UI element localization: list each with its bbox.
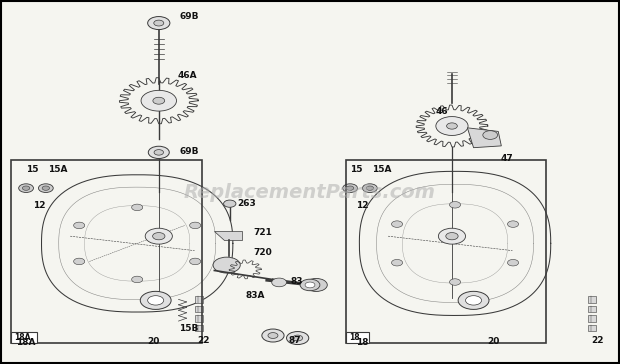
Circle shape [286,332,309,345]
Circle shape [148,296,164,305]
Circle shape [300,279,320,291]
Bar [588,315,596,322]
Text: 15A: 15A [48,165,67,174]
Circle shape [305,282,315,288]
Text: 83: 83 [290,277,303,286]
Circle shape [391,260,402,266]
Bar [195,306,203,312]
Circle shape [140,291,171,309]
Bar [588,325,596,331]
Text: 18: 18 [349,333,360,342]
Bar [346,160,546,343]
Bar [588,306,596,312]
Circle shape [42,186,50,190]
Bar [588,296,596,302]
Bar [195,315,203,322]
Circle shape [148,16,170,29]
Bar [11,160,202,343]
Circle shape [131,276,143,283]
Circle shape [305,278,327,292]
Circle shape [446,123,458,129]
Polygon shape [215,231,242,240]
Bar [195,296,203,302]
Circle shape [141,90,177,111]
Circle shape [391,221,402,228]
Circle shape [154,150,164,155]
Circle shape [262,329,284,342]
Text: 12: 12 [33,201,46,210]
Circle shape [466,296,482,305]
Text: 22: 22 [591,336,603,345]
Text: 720: 720 [253,248,272,257]
Circle shape [272,278,286,287]
Circle shape [268,333,278,339]
Circle shape [74,222,85,229]
Circle shape [38,184,53,193]
Circle shape [74,258,85,265]
Circle shape [22,186,30,190]
Circle shape [508,260,518,266]
Circle shape [450,202,461,208]
Circle shape [508,221,518,228]
Circle shape [213,257,241,273]
Circle shape [148,146,169,158]
Text: 15B: 15B [179,324,198,333]
Circle shape [19,184,33,193]
Bar [11,332,37,343]
Text: 18: 18 [356,338,369,347]
Text: 20: 20 [487,337,500,346]
Circle shape [190,222,201,229]
Circle shape [347,186,354,190]
Circle shape [153,97,165,104]
Text: 18A: 18A [14,333,30,342]
Bar [346,332,370,343]
Text: 721: 721 [253,228,272,237]
Circle shape [446,233,458,240]
Circle shape [458,291,489,309]
Text: 12: 12 [356,201,369,210]
Circle shape [145,228,172,244]
Text: 15: 15 [350,165,363,174]
Text: 15: 15 [26,165,38,174]
Text: 69B: 69B [179,12,198,21]
Text: 83A: 83A [246,291,265,300]
Circle shape [363,184,378,193]
Circle shape [224,200,236,207]
Text: 15A: 15A [372,165,391,174]
Text: 69B: 69B [179,147,198,156]
Circle shape [450,279,461,285]
Circle shape [293,335,303,341]
Circle shape [366,186,374,190]
Text: 263: 263 [237,199,256,208]
Circle shape [343,184,358,193]
Text: 22: 22 [198,336,210,345]
Text: 18A: 18A [16,338,36,347]
Circle shape [131,204,143,211]
Text: 46A: 46A [178,71,198,80]
Text: 87: 87 [288,336,301,345]
Text: 46: 46 [435,107,448,116]
Circle shape [438,228,466,244]
Polygon shape [467,128,502,148]
Circle shape [154,20,164,26]
Text: ReplacementParts.com: ReplacementParts.com [184,183,436,202]
Circle shape [436,116,468,135]
Circle shape [190,258,201,265]
Text: 47: 47 [500,154,513,163]
Circle shape [483,131,498,139]
Text: 20: 20 [148,337,160,346]
Bar [195,325,203,331]
Circle shape [153,233,165,240]
